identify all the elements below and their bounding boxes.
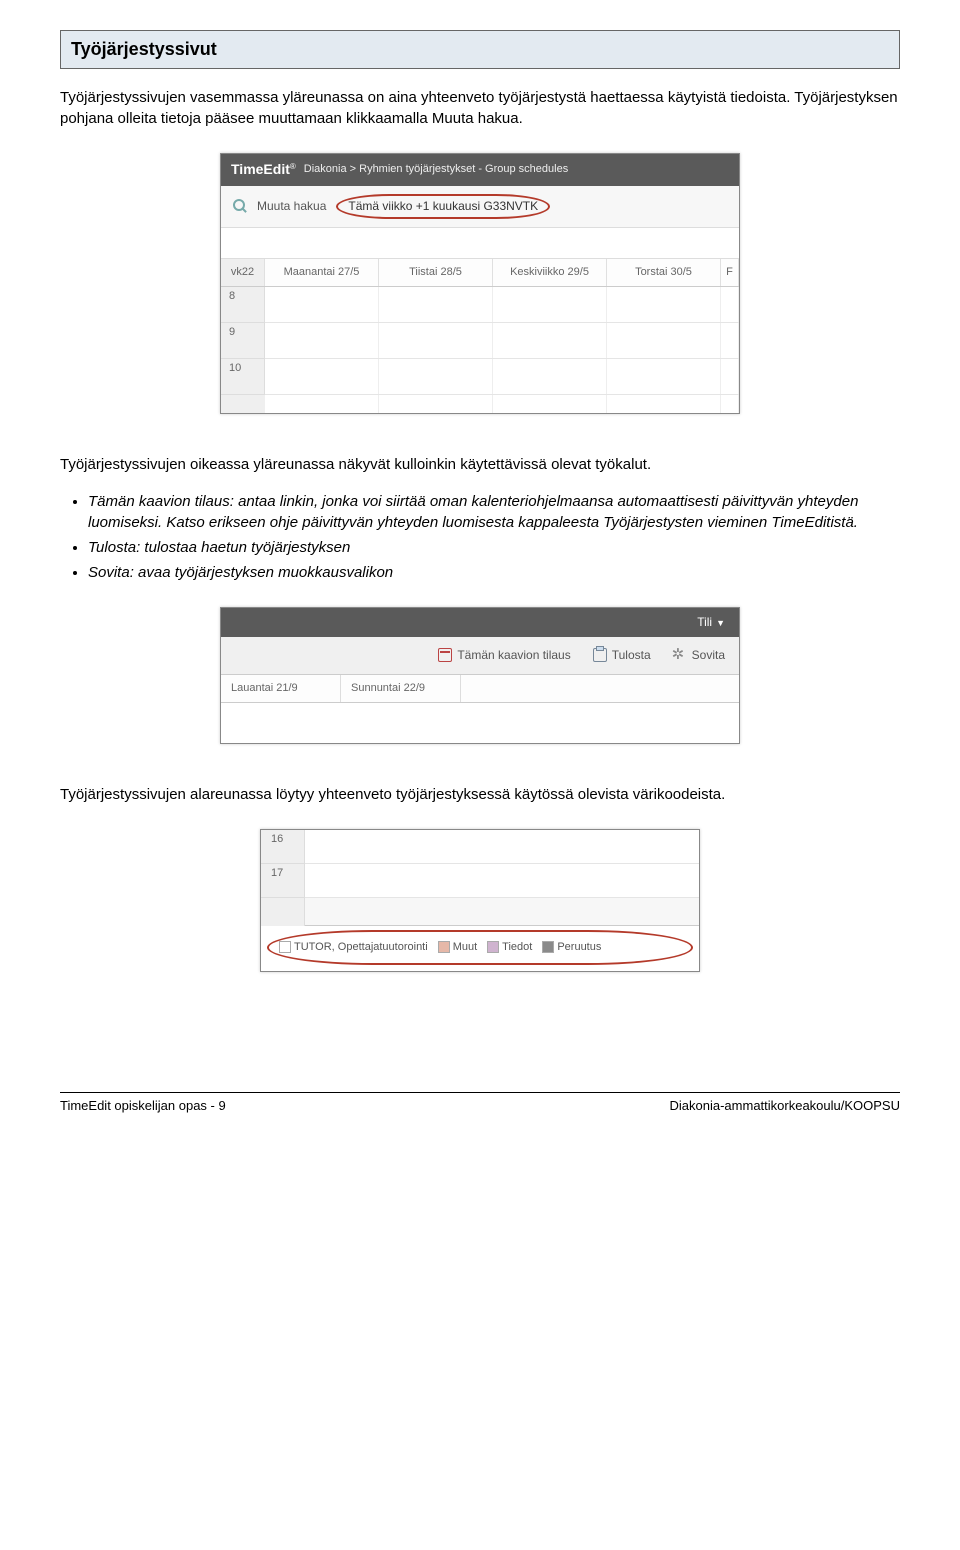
section-heading: Työjärjestyssivut [71,37,889,62]
tool-label: Tämän kaavion tilaus [457,647,570,664]
calendar-icon [438,648,452,662]
legend-label: Muut [453,941,477,953]
timeedit-tools-window: Tili▼ Tämän kaavion tilaus Tulosta Sovit… [220,607,740,744]
hour-label: 9 [221,323,265,359]
timeedit-window: TimeEdit® Diakonia > Ryhmien työjärjesty… [220,153,740,414]
print-icon [593,648,607,662]
legend-label: Tiedot [502,941,532,953]
calendar-body: 8 9 10 [221,287,739,413]
swatch [279,941,291,953]
calendar-grid [305,830,699,926]
topbar: TimeEdit® Diakonia > Ryhmien työjärjesty… [221,154,739,186]
account-bar: Tili▼ [221,608,739,637]
chevron-down-icon: ▼ [716,618,725,628]
account-menu[interactable]: Tili▼ [697,614,725,631]
swatch [542,941,554,953]
screenshot-1: TimeEdit® Diakonia > Ryhmien työjärjesty… [60,153,900,414]
day-header: Torstai 30/5 [607,259,721,286]
gear-icon [673,648,687,662]
grid-row [305,864,699,898]
calendar-blank [221,703,739,743]
section-heading-box: Työjärjestyssivut [60,30,900,69]
grid-gap [305,898,699,926]
muuta-hakua-link[interactable]: Muuta hakua [257,198,326,215]
bullet-item: Sovita: avaa työjärjestyksen muokkausval… [88,562,900,583]
legend-item: TUTOR, Opettajatuutorointi [279,940,428,955]
hour-gutter: 8 9 10 [221,287,265,413]
day-header: Maanantai 27/5 [265,259,379,286]
grid-row [265,287,739,323]
day-header: Sunnuntai 22/9 [341,675,461,702]
color-legend: TUTOR, Opettajatuutorointi Muut Tiedot P… [267,930,693,965]
search-summary-highlight: Tämä viikko +1 kuukausi G33NVTK [336,194,550,219]
customize-tool[interactable]: Sovita [673,647,725,664]
page-footer: TimeEdit opiskelijan opas - 9 Diakonia-a… [60,1092,900,1115]
calendar-grid [265,287,739,413]
search-icon[interactable] [233,199,247,213]
search-bar: Muuta hakua Tämä viikko +1 kuukausi G33N… [221,186,739,228]
legend-label: Peruutus [557,941,601,953]
week-label: vk22 [221,259,265,286]
brand-logo: TimeEdit® [231,160,296,180]
calendar-header: vk22 Maanantai 27/5 Tiistai 28/5 Keskivi… [221,258,739,287]
day-header: F [721,259,739,286]
grid-row [265,359,739,395]
calendar-header: Lauantai 21/9 Sunnuntai 22/9 [221,675,739,703]
bullet-item: Tulosta: tulostaa haetun työjärjestyksen [88,537,900,558]
bullet-item: Tämän kaavion tilaus: antaa linkin, jonk… [88,491,900,533]
legend-label: TUTOR, Opettajatuutorointi [294,941,428,953]
paragraph-2: Työjärjestyssivujen oikeassa yläreunassa… [60,454,900,475]
bullet-list: Tämän kaavion tilaus: antaa linkin, jonk… [88,491,900,583]
footer-left: TimeEdit opiskelijan opas - 9 [60,1097,226,1115]
paragraph-1: Työjärjestyssivujen vasemmassa yläreunas… [60,87,900,129]
legend-item: Peruutus [542,940,601,955]
toolbar: Tämän kaavion tilaus Tulosta Sovita [221,637,739,675]
swatch [438,941,450,953]
legend-item: Tiedot [487,940,532,955]
subscribe-tool[interactable]: Tämän kaavion tilaus [438,647,570,664]
legend-item: Muut [438,940,477,955]
screenshot-2: Tili▼ Tämän kaavion tilaus Tulosta Sovit… [60,607,900,744]
tool-label: Sovita [692,647,725,664]
screenshot-3: 16 17 TUTOR, Opettajatuutorointi Muut Ti… [60,829,900,972]
day-header: Keskiviikko 29/5 [493,259,607,286]
hour-label: 17 [261,864,304,898]
hour-label: 16 [261,830,304,864]
tool-label: Tulosta [612,647,651,664]
calendar-bottom: 16 17 [261,830,699,926]
hour-label: 10 [221,359,265,395]
hour-gutter: 16 17 [261,830,305,926]
grid-row [265,323,739,359]
breadcrumb: Diakonia > Ryhmien työjärjestykset - Gro… [304,162,568,177]
hour-label: 8 [221,287,265,323]
day-header: Tiistai 28/5 [379,259,493,286]
footer-right: Diakonia-ammattikorkeakoulu/KOOPSU [670,1097,900,1115]
grid-row [265,395,739,413]
day-header: Lauantai 21/9 [221,675,341,702]
swatch [487,941,499,953]
timeedit-legend-window: 16 17 TUTOR, Opettajatuutorointi Muut Ti… [260,829,700,972]
paragraph-3: Työjärjestyssivujen alareunassa löytyy y… [60,784,900,805]
grid-row [305,830,699,864]
print-tool[interactable]: Tulosta [593,647,651,664]
